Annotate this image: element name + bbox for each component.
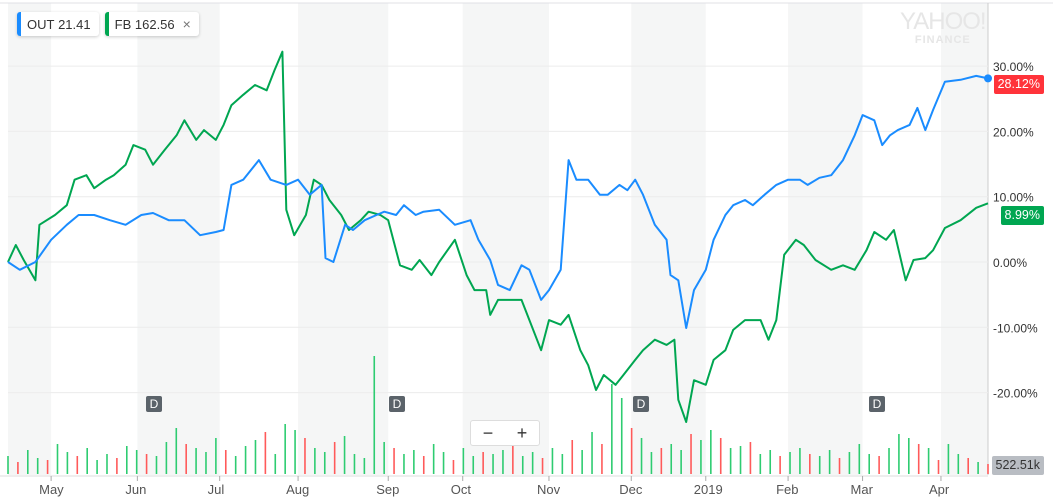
last-point-marker <box>984 74 992 83</box>
out-last-value-badge: 28.12% <box>993 75 1044 94</box>
y-tick-label: 10.00% <box>993 191 1034 205</box>
zoom-controls: − + <box>470 420 540 446</box>
month-band <box>940 3 988 475</box>
y-tick-label: 20.00% <box>993 125 1034 139</box>
month-band <box>788 3 863 475</box>
price: 162.56 <box>134 16 175 32</box>
series-color-marker <box>17 12 21 36</box>
dividend-marker[interactable]: D <box>869 396 885 412</box>
x-tick-label: May <box>39 482 64 497</box>
close-icon[interactable]: × <box>182 16 191 32</box>
fb-last-value-badge: 8.99% <box>1000 206 1044 225</box>
price: 21.41 <box>58 16 91 32</box>
y-tick-label: -10.00% <box>993 321 1038 335</box>
dividend-marker[interactable]: D <box>633 396 649 412</box>
x-tick-label: Sep <box>376 482 399 497</box>
legend-chip-fb[interactable]: FB 162.56 × <box>104 12 199 36</box>
x-tick-label: Aug <box>286 482 309 497</box>
x-tick-label: Jun <box>125 482 146 497</box>
series-line-out <box>7 74 989 329</box>
series-line-fb <box>7 50 989 423</box>
yahoo-finance-watermark: YAHOO! FINANCE <box>900 8 987 46</box>
volume-badge: 522.51k <box>991 456 1044 475</box>
watermark-line2: FINANCE <box>914 34 971 46</box>
x-tick-label: Jul <box>208 482 225 497</box>
x-tick-label: Mar <box>851 482 874 497</box>
zoom-in-button[interactable]: + <box>516 422 528 443</box>
symbol: OUT <box>27 16 55 32</box>
zoom-out-button[interactable]: − <box>482 422 494 443</box>
x-tick-label: Dec <box>619 482 643 497</box>
month-band <box>462 3 549 475</box>
y-tick-label: -20.00% <box>993 387 1038 401</box>
x-tick-label: Apr <box>929 482 950 497</box>
series-color-marker <box>104 12 109 36</box>
watermark-line1: YAHOO! <box>900 8 987 35</box>
symbol: FB <box>114 16 132 32</box>
legend: OUT 21.41 FB 162.56 × <box>17 12 199 36</box>
y-tick-label: 30.00% <box>993 60 1034 74</box>
month-band <box>8 3 52 475</box>
x-tick-label: Feb <box>776 482 798 497</box>
x-tick-label: Nov <box>537 482 561 497</box>
dividend-marker[interactable]: D <box>389 396 405 412</box>
dividend-marker[interactable]: D <box>146 396 162 412</box>
x-tick-label: 2019 <box>694 482 723 497</box>
legend-chip-out[interactable]: OUT 21.41 <box>17 12 99 36</box>
y-tick-label: 0.00% <box>993 256 1027 270</box>
month-band <box>298 3 389 475</box>
x-tick-label: Oct <box>451 482 472 497</box>
